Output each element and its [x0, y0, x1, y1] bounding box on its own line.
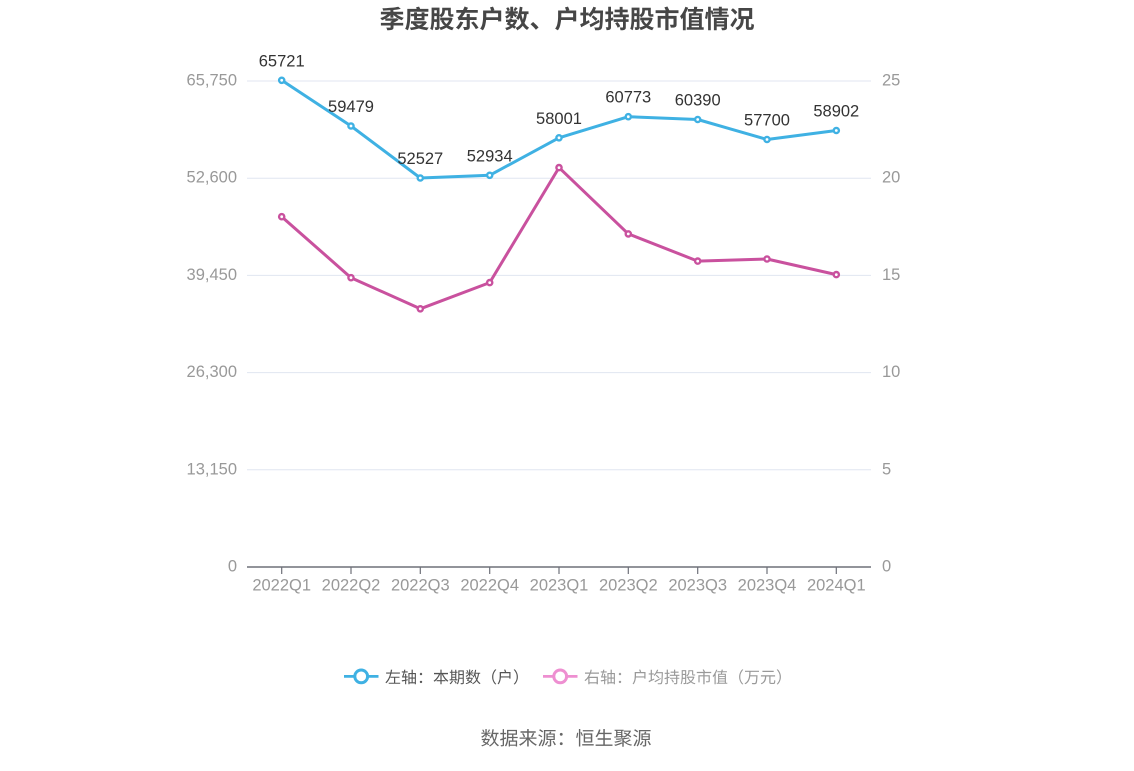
svg-text:20: 20	[882, 169, 900, 187]
svg-text:52,600: 52,600	[187, 169, 237, 187]
svg-text:13,150: 13,150	[187, 460, 237, 478]
svg-text:2022Q1: 2022Q1	[252, 577, 311, 595]
svg-text:10: 10	[882, 363, 900, 381]
svg-text:58001: 58001	[536, 110, 582, 128]
svg-text:39,450: 39,450	[187, 266, 237, 284]
svg-text:57700: 57700	[744, 112, 790, 130]
svg-text:60390: 60390	[675, 92, 721, 110]
svg-text:2022Q2: 2022Q2	[322, 577, 381, 595]
svg-text:58902: 58902	[813, 103, 859, 121]
svg-text:65721: 65721	[259, 52, 305, 70]
svg-text:15: 15	[882, 266, 900, 284]
svg-text:2023Q2: 2023Q2	[599, 577, 658, 595]
svg-text:60773: 60773	[605, 89, 651, 107]
svg-text:2022Q4: 2022Q4	[460, 577, 519, 595]
svg-text:5: 5	[882, 460, 891, 478]
svg-text:2023Q1: 2023Q1	[530, 577, 589, 595]
svg-text:59479: 59479	[328, 98, 374, 116]
svg-text:2023Q3: 2023Q3	[668, 577, 727, 595]
svg-text:65,750: 65,750	[187, 72, 237, 90]
svg-text:52527: 52527	[397, 150, 443, 168]
svg-text:26,300: 26,300	[187, 363, 237, 381]
svg-text:2023Q4: 2023Q4	[738, 577, 797, 595]
svg-text:25: 25	[882, 72, 900, 90]
svg-text:0: 0	[228, 558, 237, 576]
svg-text:52934: 52934	[467, 147, 513, 165]
svg-text:0: 0	[882, 558, 891, 576]
svg-text:2022Q3: 2022Q3	[391, 577, 450, 595]
svg-text:2024Q1: 2024Q1	[807, 577, 866, 595]
